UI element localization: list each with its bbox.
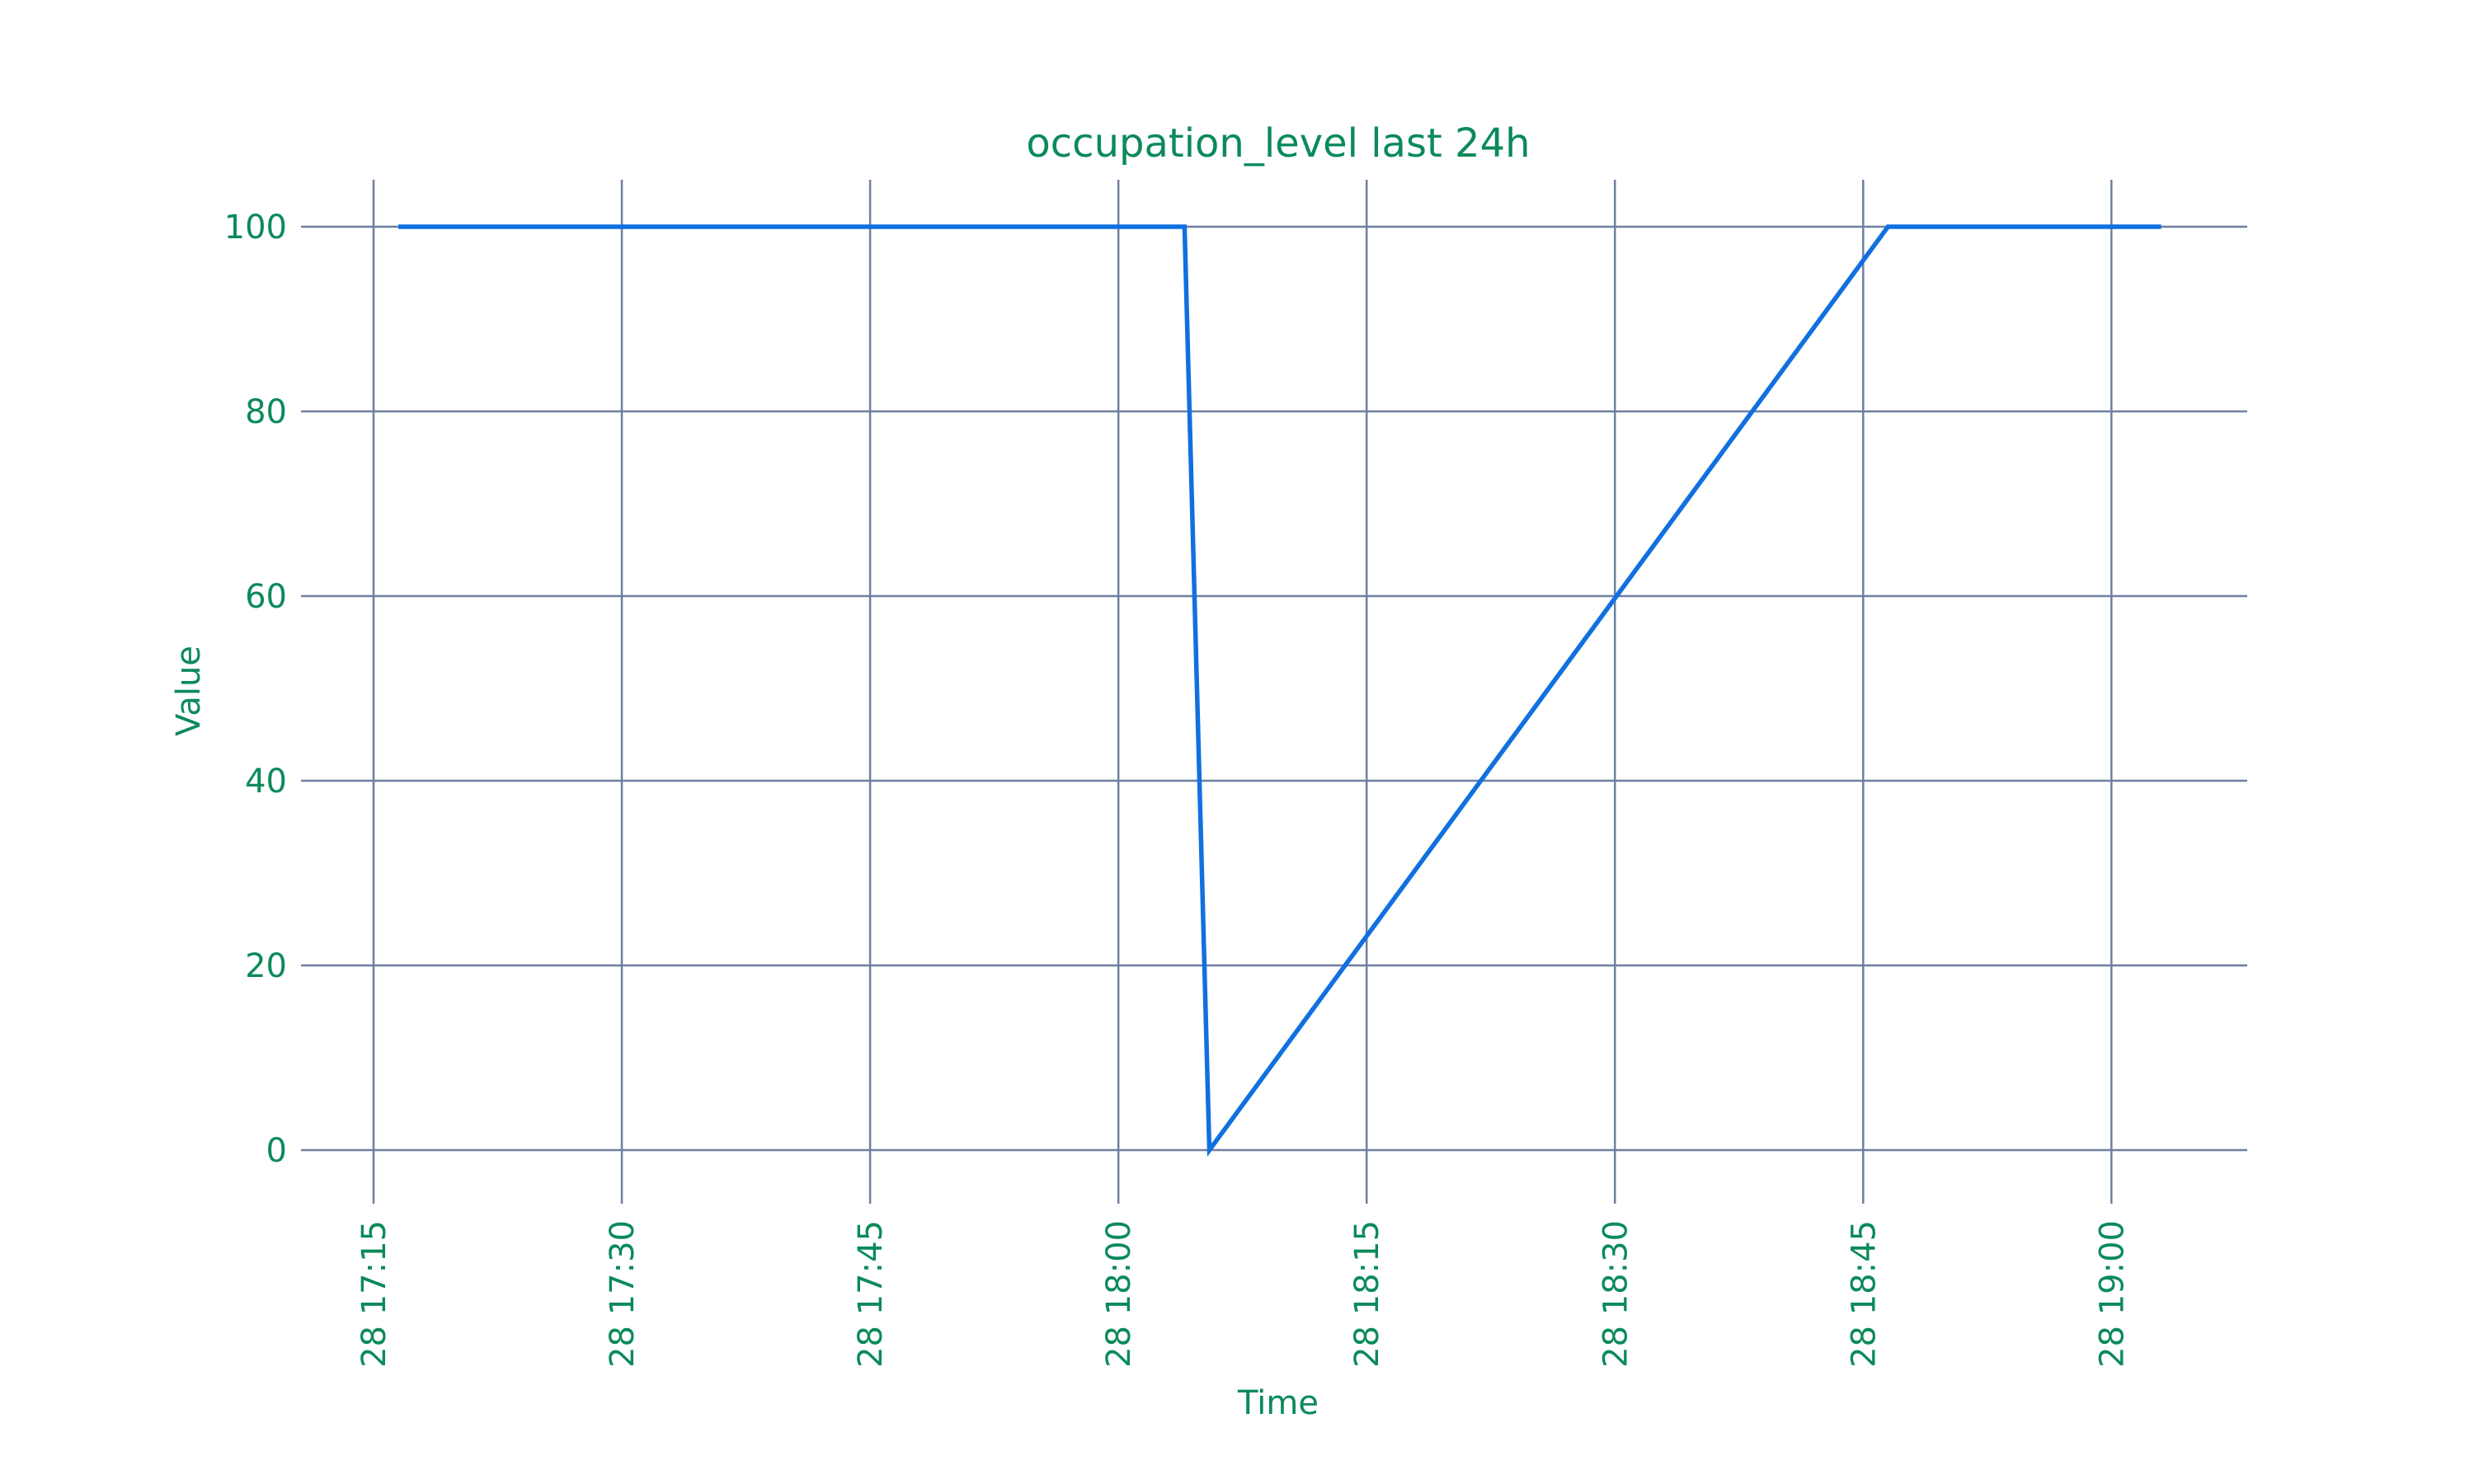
y-tick-label: 100 — [224, 209, 287, 247]
x-tick-labels: 28 17:15 28 17:30 28 17:45 28 18:00 28 18:15… — [355, 1220, 2131, 1368]
y-tick-label: 60 — [245, 578, 287, 616]
series-group — [398, 224, 2161, 1158]
x-tick-label: 28 18:45 — [1845, 1220, 1883, 1368]
x-tick-label: 28 17:15 — [355, 1220, 393, 1368]
y-axis-label: Value — [170, 646, 208, 736]
chart-title: occupation_level last 24h — [1026, 120, 1530, 167]
x-tick-label: 28 17:45 — [852, 1220, 890, 1368]
y-tick-label: 80 — [245, 393, 287, 431]
y-tick-labels: 0 20 40 60 80 100 — [224, 209, 287, 1170]
x-axis-label: Time — [1237, 1384, 1319, 1422]
x-tick-label: 28 17:30 — [604, 1220, 642, 1368]
x-tick-label: 28 18:15 — [1348, 1220, 1386, 1368]
x-gridlines — [372, 180, 2113, 1204]
x-tick-label: 28 19:00 — [2093, 1220, 2131, 1368]
y-tick-label: 40 — [245, 763, 287, 801]
x-tick-label: 28 18:30 — [1597, 1220, 1634, 1368]
series-line — [398, 224, 2161, 1158]
y-tick-label: 0 — [266, 1132, 287, 1170]
x-tick-label: 28 18:00 — [1100, 1220, 1138, 1368]
y-tick-label: 20 — [245, 947, 287, 985]
